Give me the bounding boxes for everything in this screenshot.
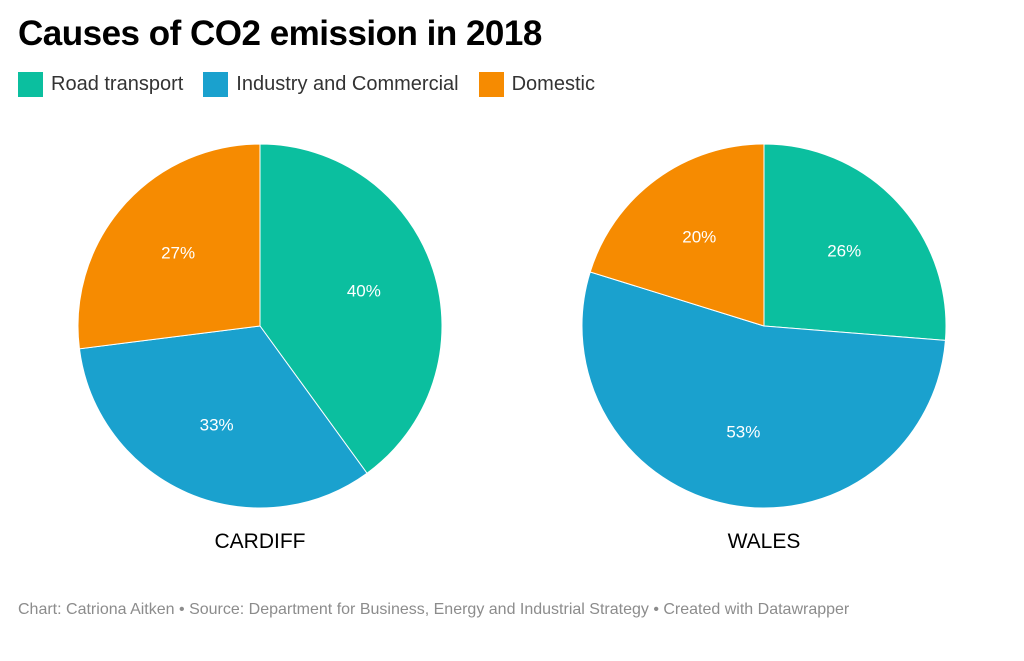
wales-pie-title: WALES (728, 530, 801, 553)
wales-slice-label-domestic: 20% (682, 228, 716, 247)
wales-slice-label-industry-and-commercial: 53% (726, 423, 760, 442)
wales-slice-road-transport (763, 143, 947, 341)
wales-slice-label-road-transport: 26% (827, 241, 861, 260)
cardiff-slice-industry-and-commercial (78, 325, 368, 509)
legend-label-road-transport: Road transport (51, 73, 184, 95)
legend-label-domestic: Domestic (511, 73, 595, 95)
chart-title: Causes of CO2 emission in 2018 (18, 14, 542, 53)
footer-source-label: Source: (189, 601, 245, 618)
legend-label-industry-commercial: Industry and Commercial (236, 73, 459, 95)
legend-item-domestic: Domestic (478, 72, 595, 97)
cardiff-slice-label-industry-and-commercial: 33% (200, 416, 234, 435)
footer-created: Created with Datawrapper (663, 601, 850, 618)
legend-swatch-domestic (478, 72, 504, 97)
cardiff-slice-domestic (77, 143, 261, 350)
cardiff-slice-label-domestic: 27% (161, 243, 195, 262)
footer-separator-1: • (179, 601, 185, 618)
footer: Chart: Catriona Aitken • Source: Departm… (18, 601, 849, 619)
cardiff-pie-title: CARDIFF (215, 530, 306, 553)
footer-chart-label: Chart: (18, 601, 62, 618)
wales-slice-industry-and-commercial (581, 271, 946, 509)
footer-source: Department for Business, Energy and Indu… (248, 601, 649, 618)
cardiff-slice-road-transport (259, 143, 443, 474)
legend-swatch-road-transport (18, 72, 43, 97)
footer-author: Catriona Aitken (66, 601, 175, 618)
legend-item-road-transport: Road transport (18, 72, 183, 97)
legend: Road transport Industry and Commercial D… (18, 72, 615, 97)
legend-item-industry-commercial: Industry and Commercial (203, 72, 459, 97)
legend-swatch-industry-commercial (203, 72, 229, 97)
pie-charts: 40% 33% 27% CARDIFF 26% 53% 20% WALES (77, 143, 947, 553)
footer-separator-2: • (653, 601, 659, 618)
cardiff-slice-label-road-transport: 40% (347, 282, 381, 301)
wales-slice-domestic (589, 143, 765, 327)
